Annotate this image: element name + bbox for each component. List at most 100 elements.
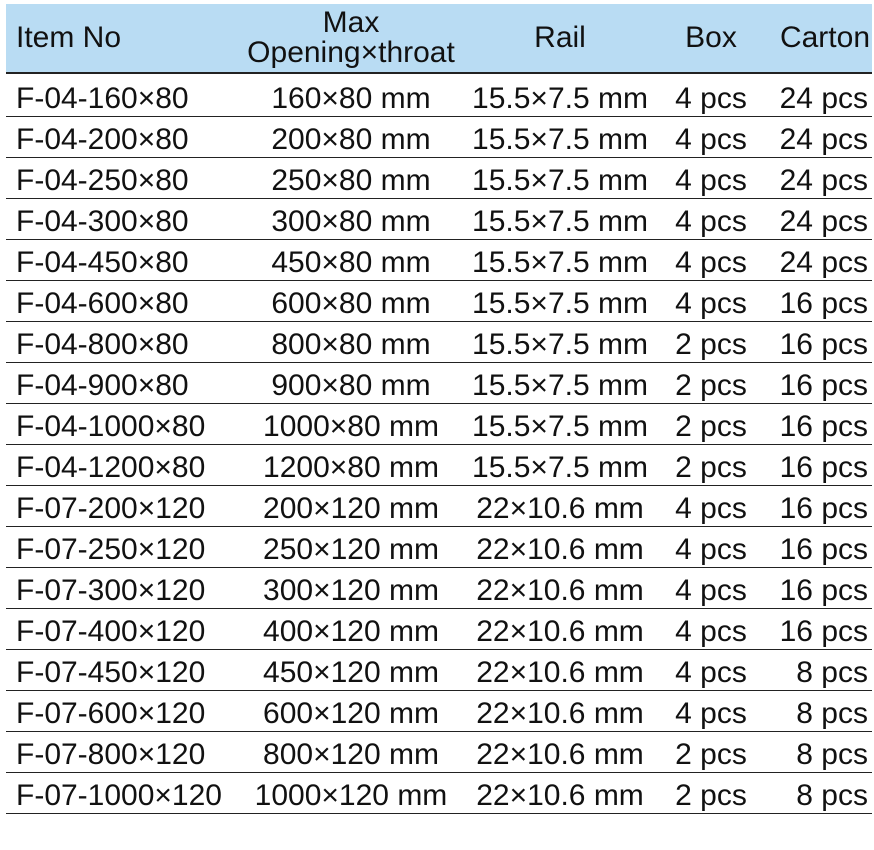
box-cell: 2 pcs <box>675 451 747 484</box>
box-cell: 4 pcs <box>675 287 747 320</box>
box-cell: 2 pcs <box>675 369 747 402</box>
max-opening-cell: 1000×80 mm <box>263 410 439 443</box>
carton-cell: 16 pcs <box>779 615 868 648</box>
rail-cell: 15.5×7.5 mm <box>472 82 648 115</box>
box-cell: 4 pcs <box>675 82 747 115</box>
max-opening-cell: 200×80 mm <box>271 123 431 156</box>
box-cell: 2 pcs <box>675 410 747 443</box>
max-opening-cell: 400×120 mm <box>263 615 439 648</box>
item-no-cell: F-07-1000×120 <box>16 779 222 812</box>
item-no-cell: F-07-450×120 <box>16 656 206 689</box>
carton-cell: 16 pcs <box>779 328 868 361</box>
item-no-cell: F-04-450×80 <box>16 246 189 279</box>
carton-cell: 24 pcs <box>779 205 868 238</box>
table-row: F-04-800×80 800×80 mm 15.5×7.5 mm 2 pcs 16 p… <box>6 322 872 363</box>
item-no-cell: F-04-800×80 <box>16 328 189 361</box>
table-header: Item No Max Opening×throat Rail Box Cart… <box>6 4 872 74</box>
box-cell: 2 pcs <box>675 779 747 812</box>
header-rail: Rail <box>534 21 586 54</box>
table-row: F-04-900×80 900×80 mm 15.5×7.5 mm 2 pcs 16 p… <box>6 363 872 404</box>
table-row: F-04-600×80 600×80 mm 15.5×7.5 mm 4 pcs 16 p… <box>6 281 872 322</box>
rail-cell: 22×10.6 mm <box>476 738 644 771</box>
table-row: F-04-1200×80 1200×80 mm 15.5×7.5 mm 2 pcs 16… <box>6 445 872 486</box>
max-opening-cell: 450×120 mm <box>263 656 439 689</box>
table-row: F-04-300×80 300×80 mm 15.5×7.5 mm 4 pcs 24 p… <box>6 199 872 240</box>
carton-cell: 8 pcs <box>796 656 868 689</box>
max-opening-cell: 250×80 mm <box>271 164 431 197</box>
rail-cell: 15.5×7.5 mm <box>472 287 648 320</box>
box-cell: 4 pcs <box>675 123 747 156</box>
item-no-cell: F-04-160×80 <box>16 82 189 115</box>
rail-cell: 15.5×7.5 mm <box>472 246 648 279</box>
rail-cell: 22×10.6 mm <box>476 615 644 648</box>
header-max-opening-line1: Max <box>322 6 380 39</box>
max-opening-cell: 160×80 mm <box>271 82 431 115</box>
rail-cell: 15.5×7.5 mm <box>472 410 648 443</box>
carton-cell: 16 pcs <box>779 410 868 443</box>
carton-cell: 16 pcs <box>779 287 868 320</box>
item-no-cell: F-07-600×120 <box>16 697 206 730</box>
table-row: F-07-600×120 600×120 mm 22×10.6 mm 4 pcs 8 p… <box>6 691 872 732</box>
carton-cell: 8 pcs <box>796 697 868 730</box>
header-carton: Carton <box>779 21 870 54</box>
max-opening-cell: 200×120 mm <box>263 492 439 525</box>
carton-cell: 24 pcs <box>779 82 868 115</box>
box-cell: 2 pcs <box>675 738 747 771</box>
table-row: F-04-250×80 250×80 mm 15.5×7.5 mm 4 pcs 24 p… <box>6 158 872 199</box>
header-box: Box <box>685 21 737 54</box>
box-cell: 4 pcs <box>675 574 747 607</box>
rail-cell: 15.5×7.5 mm <box>472 164 648 197</box>
carton-cell: 16 pcs <box>779 533 868 566</box>
carton-cell: 24 pcs <box>779 123 868 156</box>
table-body: F-04-160×80 160×80 mm 15.5×7.5 mm 4 pcs 24 p… <box>6 76 872 814</box>
max-opening-cell: 1000×120 mm <box>254 779 448 812</box>
box-cell: 4 pcs <box>675 615 747 648</box>
item-no-cell: F-04-600×80 <box>16 287 189 320</box>
box-cell: 4 pcs <box>675 205 747 238</box>
table-row: F-04-1000×80 1000×80 mm 15.5×7.5 mm 2 pcs 16… <box>6 404 872 445</box>
rail-cell: 15.5×7.5 mm <box>472 369 648 402</box>
table-row: F-07-1000×120 1000×120 mm 22×10.6 mm 2 pcs 8… <box>6 773 872 814</box>
box-cell: 4 pcs <box>675 656 747 689</box>
rail-cell: 22×10.6 mm <box>476 492 644 525</box>
box-cell: 4 pcs <box>675 246 747 279</box>
carton-cell: 16 pcs <box>779 451 868 484</box>
max-opening-cell: 900×80 mm <box>271 369 431 402</box>
box-cell: 2 pcs <box>675 328 747 361</box>
table-row: F-07-250×120 250×120 mm 22×10.6 mm 4 pcs 16 … <box>6 527 872 568</box>
carton-cell: 24 pcs <box>779 164 868 197</box>
rail-cell: 15.5×7.5 mm <box>472 205 648 238</box>
max-opening-cell: 600×120 mm <box>263 697 439 730</box>
item-no-cell: F-04-200×80 <box>16 123 189 156</box>
header-item-no: Item No <box>16 21 122 54</box>
table-row: F-04-160×80 160×80 mm 15.5×7.5 mm 4 pcs 24 p… <box>6 76 872 117</box>
box-cell: 4 pcs <box>675 697 747 730</box>
max-opening-cell: 600×80 mm <box>271 287 431 320</box>
item-no-cell: F-04-1200×80 <box>16 451 206 484</box>
table-row: F-04-200×80 200×80 mm 15.5×7.5 mm 4 pcs 24 p… <box>6 117 872 158</box>
carton-cell: 8 pcs <box>796 779 868 812</box>
box-cell: 4 pcs <box>675 164 747 197</box>
max-opening-cell: 450×80 mm <box>271 246 431 279</box>
max-opening-cell: 800×120 mm <box>263 738 439 771</box>
header-max-opening-line2: Opening×throat <box>247 36 455 69</box>
item-no-cell: F-07-200×120 <box>16 492 206 525</box>
item-no-cell: F-07-300×120 <box>16 574 206 607</box>
rail-cell: 22×10.6 mm <box>476 574 644 607</box>
table-row: F-07-300×120 300×120 mm 22×10.6 mm 4 pcs 16 … <box>6 568 872 609</box>
table-row: F-07-400×120 400×120 mm 22×10.6 mm 4 pcs 16 … <box>6 609 872 650</box>
carton-cell: 24 pcs <box>779 246 868 279</box>
max-opening-cell: 300×80 mm <box>271 205 431 238</box>
rail-cell: 15.5×7.5 mm <box>472 328 648 361</box>
carton-cell: 16 pcs <box>779 574 868 607</box>
item-no-cell: F-04-300×80 <box>16 205 189 238</box>
max-opening-cell: 300×120 mm <box>263 574 439 607</box>
carton-cell: 16 pcs <box>779 369 868 402</box>
rail-cell: 15.5×7.5 mm <box>472 451 648 484</box>
table-row: F-07-800×120 800×120 mm 22×10.6 mm 2 pcs 8 p… <box>6 732 872 773</box>
item-no-cell: F-07-250×120 <box>16 533 206 566</box>
item-no-cell: F-04-900×80 <box>16 369 189 402</box>
rail-cell: 22×10.6 mm <box>476 533 644 566</box>
table-row: F-04-450×80 450×80 mm 15.5×7.5 mm 4 pcs 24 p… <box>6 240 872 281</box>
